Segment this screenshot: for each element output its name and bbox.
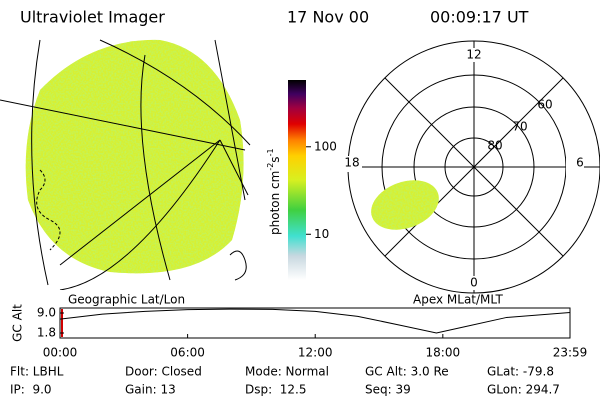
y-axis-label: GC Alt xyxy=(11,304,25,342)
left-panel-label: Geographic Lat/Lon xyxy=(68,293,185,307)
mlt-label: 18 xyxy=(344,156,359,170)
x-tick-label: 00:00 xyxy=(43,346,78,360)
lat-label: 60 xyxy=(537,98,552,112)
status-field: Door: Closed xyxy=(125,365,202,379)
polar-plot xyxy=(344,40,600,294)
mlt-label: 0 xyxy=(470,276,478,290)
x-tick-label: 23:59 xyxy=(553,346,588,360)
geographic-image xyxy=(0,39,251,290)
status-field: GC Alt: 3.0 Re xyxy=(365,365,449,379)
status-field: Seq: 39 xyxy=(365,383,411,397)
y-tick-label: 9.0 xyxy=(37,306,56,320)
title: Ultraviolet Imager xyxy=(20,8,165,27)
status-field: GLon: 294.7 xyxy=(487,383,560,397)
colorbar-tick-label: 100 xyxy=(314,139,337,153)
status-field: Gain: 13 xyxy=(125,383,176,397)
y-tick-label: 1.8 xyxy=(37,326,56,340)
altitude-line xyxy=(59,308,571,334)
mlt-label: 6 xyxy=(576,156,584,170)
colorbar-tick-label: 10 xyxy=(314,227,329,241)
x-tick-label: 12:00 xyxy=(298,346,333,360)
status-field: Flt: LBHL xyxy=(10,365,64,379)
status-field: IP: 9.0 xyxy=(10,383,52,397)
altitude-plot-frame xyxy=(59,307,571,339)
polar-panel-label: Apex MLat/MLT xyxy=(413,293,503,307)
colorbar-label: photon cm-2s-1 xyxy=(266,148,282,235)
colorbar xyxy=(288,80,306,280)
lat-label: 80 xyxy=(487,139,502,153)
status-field: Dsp: 12.5 xyxy=(245,383,307,397)
status-field: GLat: -79.8 xyxy=(487,365,554,379)
x-tick-label: 18:00 xyxy=(426,346,461,360)
date: 17 Nov 00 xyxy=(287,8,369,27)
status-field: Mode: Normal xyxy=(245,365,329,379)
time: 00:09:17 UT xyxy=(430,8,529,27)
lat-label: 70 xyxy=(512,120,527,134)
x-tick-label: 06:00 xyxy=(170,346,205,360)
mlt-label: 12 xyxy=(466,48,481,62)
